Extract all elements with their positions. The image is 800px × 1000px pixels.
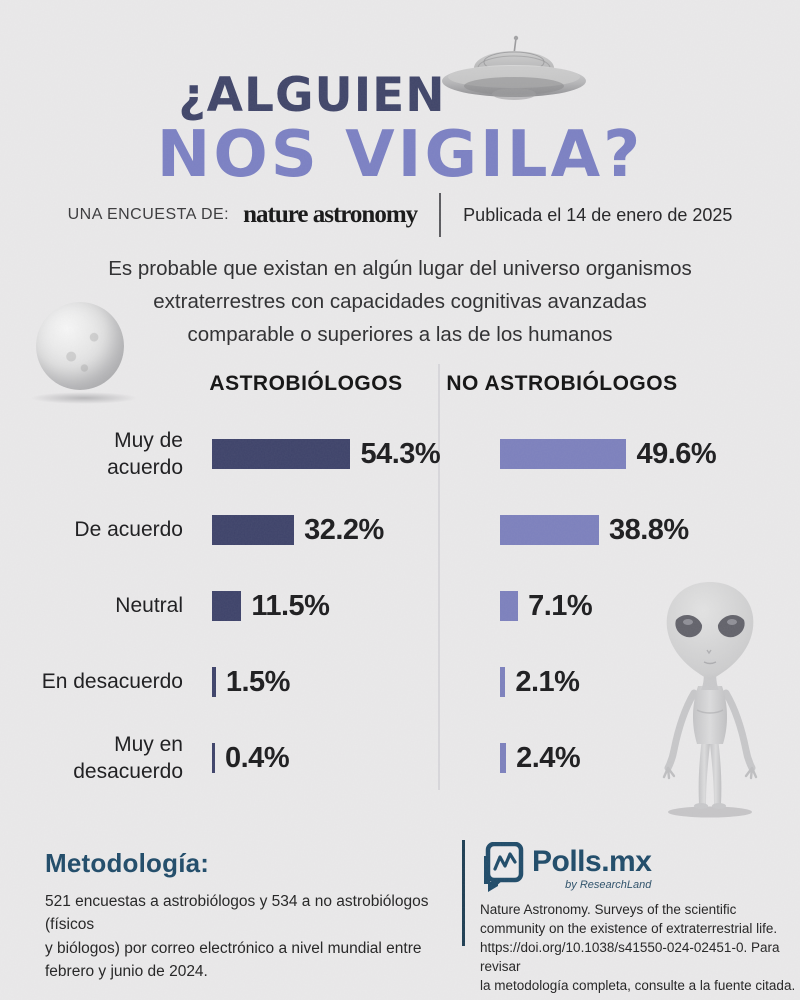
- polls-mx-wordmark: Polls.mx: [532, 845, 652, 878]
- moon-shadow: [30, 392, 138, 404]
- value-left-en-desacuerdo: 1.5%: [225, 665, 291, 698]
- chart-row-de-acuerdo: De acuerdo 32.2% 38.8%: [0, 492, 800, 568]
- alien-icon: [662, 582, 758, 818]
- polls-mx-logo: Polls.mx by ResearchLand: [480, 842, 652, 894]
- row-label-de-acuerdo: De acuerdo: [74, 518, 183, 542]
- bar-left-muy-en-desacuerdo: [212, 743, 215, 773]
- ufo-icon: [442, 35, 586, 100]
- page-title-line1: ¿ALGUIEN: [178, 68, 446, 123]
- survey-question: Es probable que existan en algún lugar d…: [108, 257, 692, 346]
- byline-prefix: UNA ENCUESTA DE:: [67, 206, 230, 223]
- bar-left-en-desacuerdo: [212, 667, 216, 697]
- row-label-neutral: Neutral: [115, 594, 183, 618]
- bar-right-en-desacuerdo: [500, 667, 506, 697]
- cell-left-muy-en-desacuerdo: 0.4%: [183, 742, 500, 775]
- cell-left-de-acuerdo: 32.2%: [183, 514, 500, 547]
- bar-right-muy-en-desacuerdo: [500, 743, 507, 773]
- cell-left-en-desacuerdo: 1.5%: [183, 666, 500, 699]
- value-right-en-desacuerdo: 2.1%: [515, 665, 580, 698]
- row-label-muy-en-desacuerdo: Muy en desacuerdo: [73, 732, 183, 783]
- cell-right-muy-de-acuerdo: 49.6%: [500, 438, 800, 471]
- value-left-neutral: 11.5%: [251, 589, 330, 622]
- row-label-muy-de-acuerdo: Muy de acuerdo: [107, 428, 183, 479]
- byline: UNA ENCUESTA DE: nature astronomy Public…: [0, 192, 800, 238]
- methodology-body: 521 encuestas a astrobiólogos y 534 a no…: [45, 893, 429, 980]
- bar-right-de-acuerdo: [500, 515, 599, 545]
- value-left-de-acuerdo: 32.2%: [304, 513, 384, 546]
- value-right-muy-en-desacuerdo: 2.4%: [516, 741, 581, 774]
- value-left-muy-en-desacuerdo: 0.4%: [225, 741, 290, 774]
- bar-left-muy-de-acuerdo: [212, 439, 351, 469]
- source-citation: Nature Astronomy. Surveys of the scienti…: [480, 902, 796, 993]
- cell-right-de-acuerdo: 38.8%: [500, 514, 800, 547]
- source-logo-nature-astronomy: nature astronomy: [243, 201, 418, 228]
- value-right-de-acuerdo: 38.8%: [608, 513, 689, 546]
- cell-left-muy-de-acuerdo: 54.3%: [183, 438, 500, 471]
- bar-right-muy-de-acuerdo: [500, 439, 627, 469]
- value-right-muy-de-acuerdo: 49.6%: [636, 437, 717, 470]
- value-right-neutral: 7.1%: [528, 589, 593, 622]
- cell-left-neutral: 11.5%: [183, 590, 500, 623]
- chart-row-muy-de-acuerdo: Muy de acuerdo 54.3% 49.6%: [0, 416, 800, 492]
- publication-date: Publicada el 14 de enero de 2025: [463, 204, 733, 225]
- polls-mx-tagline: by ResearchLand: [565, 878, 652, 891]
- polls-chart-bubble-icon: [484, 842, 524, 892]
- bar-left-de-acuerdo: [212, 515, 295, 545]
- column-header-no-astrobiologos: NO ASTROBIÓLOGOS: [446, 372, 678, 395]
- page-title-line2: NOS VIGILA?: [156, 118, 644, 192]
- moon-icon: [36, 302, 124, 390]
- row-label-en-desacuerdo: En desacuerdo: [41, 670, 183, 694]
- bar-right-neutral: [500, 591, 519, 621]
- bar-left-neutral: [212, 591, 242, 621]
- methodology-heading: Metodología:: [45, 848, 210, 878]
- value-left-muy-de-acuerdo: 54.3%: [360, 437, 441, 470]
- column-header-astrobiologos: ASTROBIÓLOGOS: [209, 372, 403, 395]
- footer-divider: [462, 840, 465, 946]
- byline-divider: [439, 193, 442, 237]
